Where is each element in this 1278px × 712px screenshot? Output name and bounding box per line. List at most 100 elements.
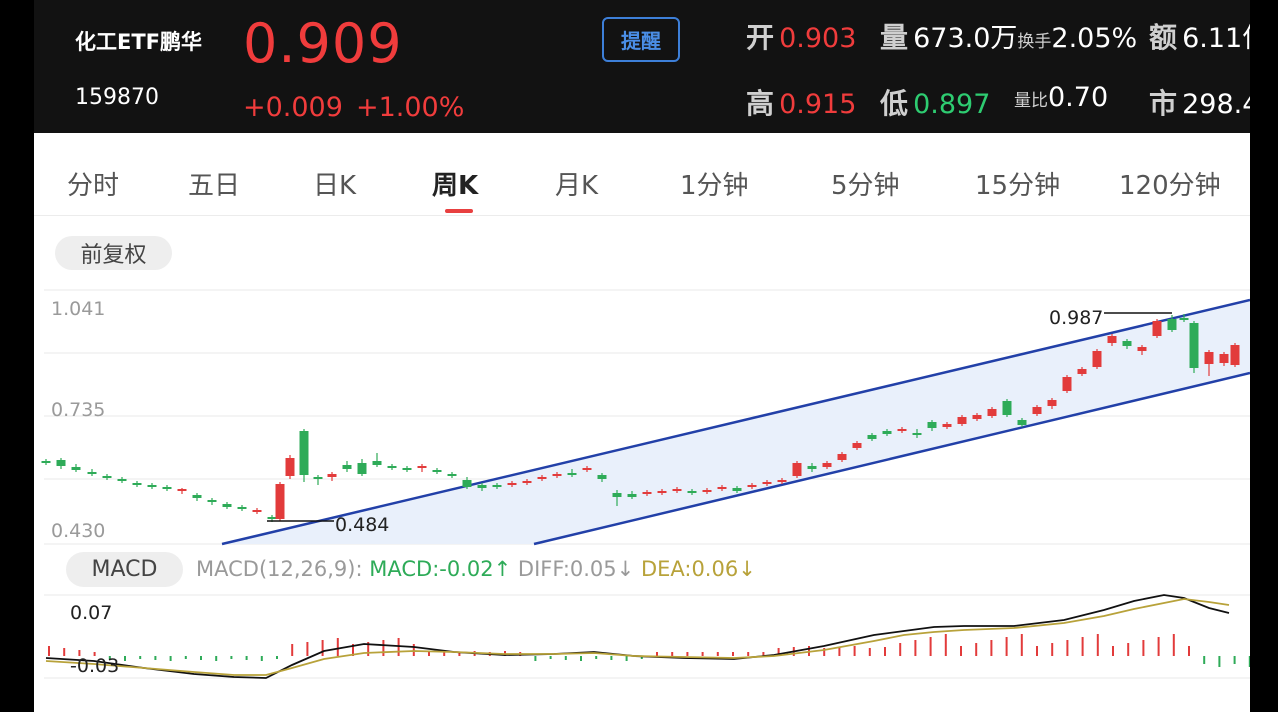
candle-body [372, 461, 382, 465]
macd-bar [975, 643, 978, 656]
candle-body [417, 466, 427, 468]
macd-bar [321, 640, 324, 656]
macd-bar [397, 638, 400, 656]
candle-body [822, 463, 832, 467]
macd-bar [336, 638, 339, 656]
indicator-button[interactable]: MACD [66, 552, 183, 587]
macd-bar [564, 656, 567, 660]
chart-app: 分时 五日 日K 周K 月K 1分钟 5分钟 15分钟 120分钟 前复权 1.… [34, 133, 1250, 712]
macd-bar [762, 652, 765, 656]
candle-body [177, 489, 187, 491]
active-tab-indicator [445, 209, 473, 213]
candle-body [132, 483, 142, 485]
candle-body [987, 409, 997, 416]
candle-body [1179, 318, 1189, 320]
candle-body [1077, 369, 1087, 374]
chart-canvas [41, 289, 1250, 679]
macd-bar [838, 647, 841, 656]
candle-body [927, 422, 937, 428]
candle-body [71, 467, 81, 470]
macd-bar [352, 644, 354, 656]
candle-body [117, 479, 127, 481]
remind-button[interactable]: 提醒 [602, 17, 680, 62]
macd-bar [610, 656, 613, 660]
macd-bar [625, 656, 628, 661]
macd-bar [549, 656, 552, 659]
candle-body [552, 474, 562, 476]
y-axis-top-label: 1.041 [51, 298, 106, 320]
tab-120min[interactable]: 120分钟 [1119, 171, 1221, 201]
macd-bar [215, 656, 218, 661]
stat-volume: 量 673.0万换手2.05% [880, 21, 1138, 54]
candle-body [299, 431, 309, 475]
macd-bar [853, 646, 856, 656]
candle-body [41, 461, 51, 463]
candle-body [237, 507, 247, 509]
candle-body [207, 500, 217, 502]
tab-5min[interactable]: 5分钟 [831, 171, 900, 201]
macd-bar [899, 643, 902, 656]
y-axis-mid-label: 0.735 [51, 399, 106, 421]
candle-body [582, 468, 592, 470]
stat-vol-ratio: 量比0.70 [1014, 82, 1109, 113]
tab-daily[interactable]: 日K [313, 171, 357, 201]
macd-bar [701, 652, 704, 656]
candle-body [867, 435, 877, 439]
quote-header: 化工ETF鹏华 159870 0.909 +0.009 +1.00% 提醒 开 … [34, 0, 1250, 133]
macd-bar [732, 652, 734, 656]
macd-bar [169, 656, 172, 661]
macd-bar [78, 650, 81, 656]
candle-body [432, 470, 442, 472]
candle-body [1152, 321, 1162, 336]
tab-intraday[interactable]: 分时 [67, 171, 120, 201]
tab-1min[interactable]: 1分钟 [680, 171, 749, 201]
macd-bar [245, 656, 248, 660]
macd-y-top-label: 0.07 [70, 602, 113, 624]
macd-bar [1233, 656, 1236, 664]
macd-bar [382, 640, 385, 656]
right-bezel [1250, 0, 1278, 712]
candle-body [912, 433, 922, 435]
macd-bar [200, 656, 202, 660]
macd-bar [1218, 656, 1221, 667]
macd-bar [580, 656, 582, 661]
candle-body [762, 482, 772, 484]
trend-channel-lower [533, 371, 1250, 546]
candle-body [522, 481, 532, 483]
macd-bar [686, 652, 689, 656]
stat-open: 开 0.903 [746, 21, 857, 54]
macd-bar [823, 648, 826, 656]
tab-15min[interactable]: 15分钟 [975, 171, 1061, 201]
high-marker-label: 0.987 [1049, 307, 1104, 329]
candle-body [1092, 351, 1102, 367]
candle-body [147, 485, 157, 487]
macd-bar [124, 656, 126, 661]
candle-body [747, 485, 757, 487]
trend-channel-upper [221, 298, 1250, 546]
candle-body [567, 473, 577, 475]
macd-bar [534, 656, 537, 661]
macd-bar [184, 656, 187, 659]
macd-bar [1036, 646, 1038, 656]
macd-bar [747, 652, 750, 656]
macd-bar [671, 652, 674, 656]
macd-bar [1066, 640, 1069, 656]
macd-bar [868, 648, 871, 656]
candle-body [837, 454, 847, 460]
price-change: +0.009 [243, 92, 343, 123]
macd-bar [914, 640, 917, 656]
macd-bar [139, 656, 142, 659]
adjust-button[interactable]: 前复权 [55, 236, 172, 270]
y-axis-bottom-label: 0.430 [51, 520, 106, 542]
tab-five-day[interactable]: 五日 [188, 171, 241, 201]
stat-mkt: 市 298.4 [1149, 87, 1250, 120]
macd-bar [640, 656, 643, 659]
stat-amount: 额 6.11亿 [1149, 21, 1250, 54]
macd-bar [428, 652, 430, 656]
macd-bar [929, 637, 932, 656]
tab-weekly[interactable]: 周K [432, 171, 479, 201]
tab-monthly[interactable]: 月K [555, 171, 599, 201]
candle-body [327, 474, 337, 477]
candle-body [1167, 319, 1177, 330]
candle-body [612, 493, 622, 497]
